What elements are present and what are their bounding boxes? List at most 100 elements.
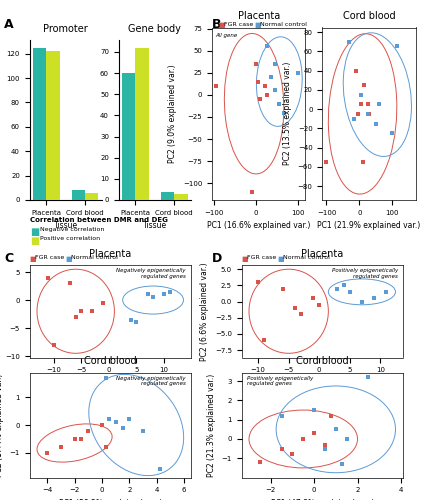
Bar (33, 48, 47, 200)
Title: Placenta: Placenta (89, 248, 131, 258)
Point (334, 284, 341, 292)
Point (311, 429, 318, 437)
Text: C: C (4, 252, 14, 266)
Point (359, 298, 365, 306)
Text: Negatively epigenetically
regulated genes: Negatively epigenetically regulated gene… (117, 376, 186, 386)
Point (291, 304, 298, 312)
Point (255, 78, 262, 86)
Point (150, 293, 156, 301)
Text: ■: ■ (242, 256, 248, 262)
Text: D: D (212, 252, 222, 266)
Y-axis label: Number of case: Number of case (0, 90, 1, 150)
Y-axis label: PC2 (17.4% explained var.): PC2 (17.4% explained var.) (0, 374, 4, 476)
Point (276, 100, 283, 108)
X-axis label: PC1 (16.6% explained var.): PC1 (16.6% explained var.) (207, 222, 310, 230)
X-axis label: PC1 (47.8% explained var.): PC1 (47.8% explained var.) (271, 499, 374, 500)
Y-axis label: PC2 (6.6% explained var.): PC2 (6.6% explained var.) (201, 262, 209, 360)
Point (128, 316, 134, 324)
Point (376, 100, 382, 108)
Point (279, 284, 286, 292)
Title: Placenta: Placenta (237, 11, 280, 21)
Point (310, 294, 316, 302)
Point (323, 158, 330, 166)
Point (332, 426, 339, 434)
Point (343, 435, 350, 443)
Point (166, 288, 173, 296)
X-axis label: PC1 (21.9% explained var.): PC1 (21.9% explained var.) (317, 222, 421, 230)
Point (340, 282, 347, 290)
Point (119, 424, 126, 432)
X-axis label: PC1 (43.7% explained var.): PC1 (43.7% explained var.) (59, 379, 162, 388)
Point (261, 336, 268, 344)
X-axis label: PC1 (40.6% explained var.): PC1 (40.6% explained var.) (271, 379, 374, 388)
Text: Positive correlation: Positive correlation (40, 236, 100, 241)
Point (357, 90, 364, 98)
Point (272, 60, 279, 68)
Point (106, 416, 112, 424)
Text: Normal control: Normal control (71, 255, 118, 260)
Point (346, 288, 353, 296)
Point (261, 82, 268, 90)
Point (144, 290, 151, 298)
Text: Positively epigenetically
regulated genes: Positively epigenetically regulated gene… (332, 268, 398, 278)
Point (103, 374, 109, 382)
Point (364, 100, 371, 108)
Point (257, 96, 264, 104)
Text: Negatively epigenetically
regulated genes: Negatively epigenetically regulated gene… (117, 268, 186, 278)
Point (213, 82, 220, 90)
Point (50, 341, 57, 349)
Point (278, 412, 285, 420)
Point (354, 110, 361, 118)
Text: ■: ■ (30, 236, 39, 246)
Point (100, 299, 107, 307)
Bar (136, 48, 149, 200)
Point (321, 444, 328, 452)
X-axis label: Tissue: Tissue (143, 222, 167, 230)
Bar (47, 52, 60, 200)
Point (366, 110, 373, 118)
Point (73, 313, 79, 321)
Point (298, 310, 304, 318)
Bar (85, 192, 98, 200)
Point (393, 42, 400, 50)
Title: Cord blood: Cord blood (84, 356, 137, 366)
Point (372, 120, 379, 128)
Text: Correlation between DMR and DEG: Correlation between DMR and DEG (30, 218, 167, 224)
Y-axis label: PC2 (9.0% explained var.): PC2 (9.0% explained var.) (168, 64, 177, 163)
Text: B: B (212, 18, 221, 30)
Point (126, 416, 133, 424)
Title: Cord blood: Cord blood (296, 356, 349, 366)
Point (311, 406, 318, 414)
Point (139, 426, 146, 434)
Text: ■: ■ (254, 22, 261, 28)
Point (346, 38, 353, 46)
Text: Negative correlation: Negative correlation (40, 228, 105, 232)
Y-axis label: PC2 (21.3% explained var.): PC2 (21.3% explained var.) (207, 374, 216, 476)
Point (253, 60, 259, 68)
Y-axis label: PC2 (13.5% explained var.): PC2 (13.5% explained var.) (283, 62, 292, 166)
Point (263, 42, 270, 50)
Point (44, 448, 50, 456)
Point (272, 86, 279, 94)
Point (71, 435, 78, 443)
Point (321, 441, 328, 449)
Text: FGR case: FGR case (247, 255, 276, 260)
X-axis label: Tissue: Tissue (54, 222, 78, 230)
Text: ■: ■ (30, 256, 36, 262)
Point (255, 278, 262, 286)
Point (161, 290, 167, 298)
Point (268, 73, 274, 81)
Point (78, 307, 85, 316)
Text: ■: ■ (218, 22, 225, 28)
Point (351, 114, 358, 122)
Point (295, 68, 301, 76)
Title: Promoter: Promoter (43, 24, 88, 34)
Point (248, 188, 255, 196)
Point (328, 412, 335, 420)
Text: ■: ■ (278, 256, 285, 262)
Point (339, 460, 346, 468)
Bar (122, 73, 136, 200)
Point (383, 288, 390, 296)
Point (278, 444, 285, 452)
Point (133, 318, 140, 326)
